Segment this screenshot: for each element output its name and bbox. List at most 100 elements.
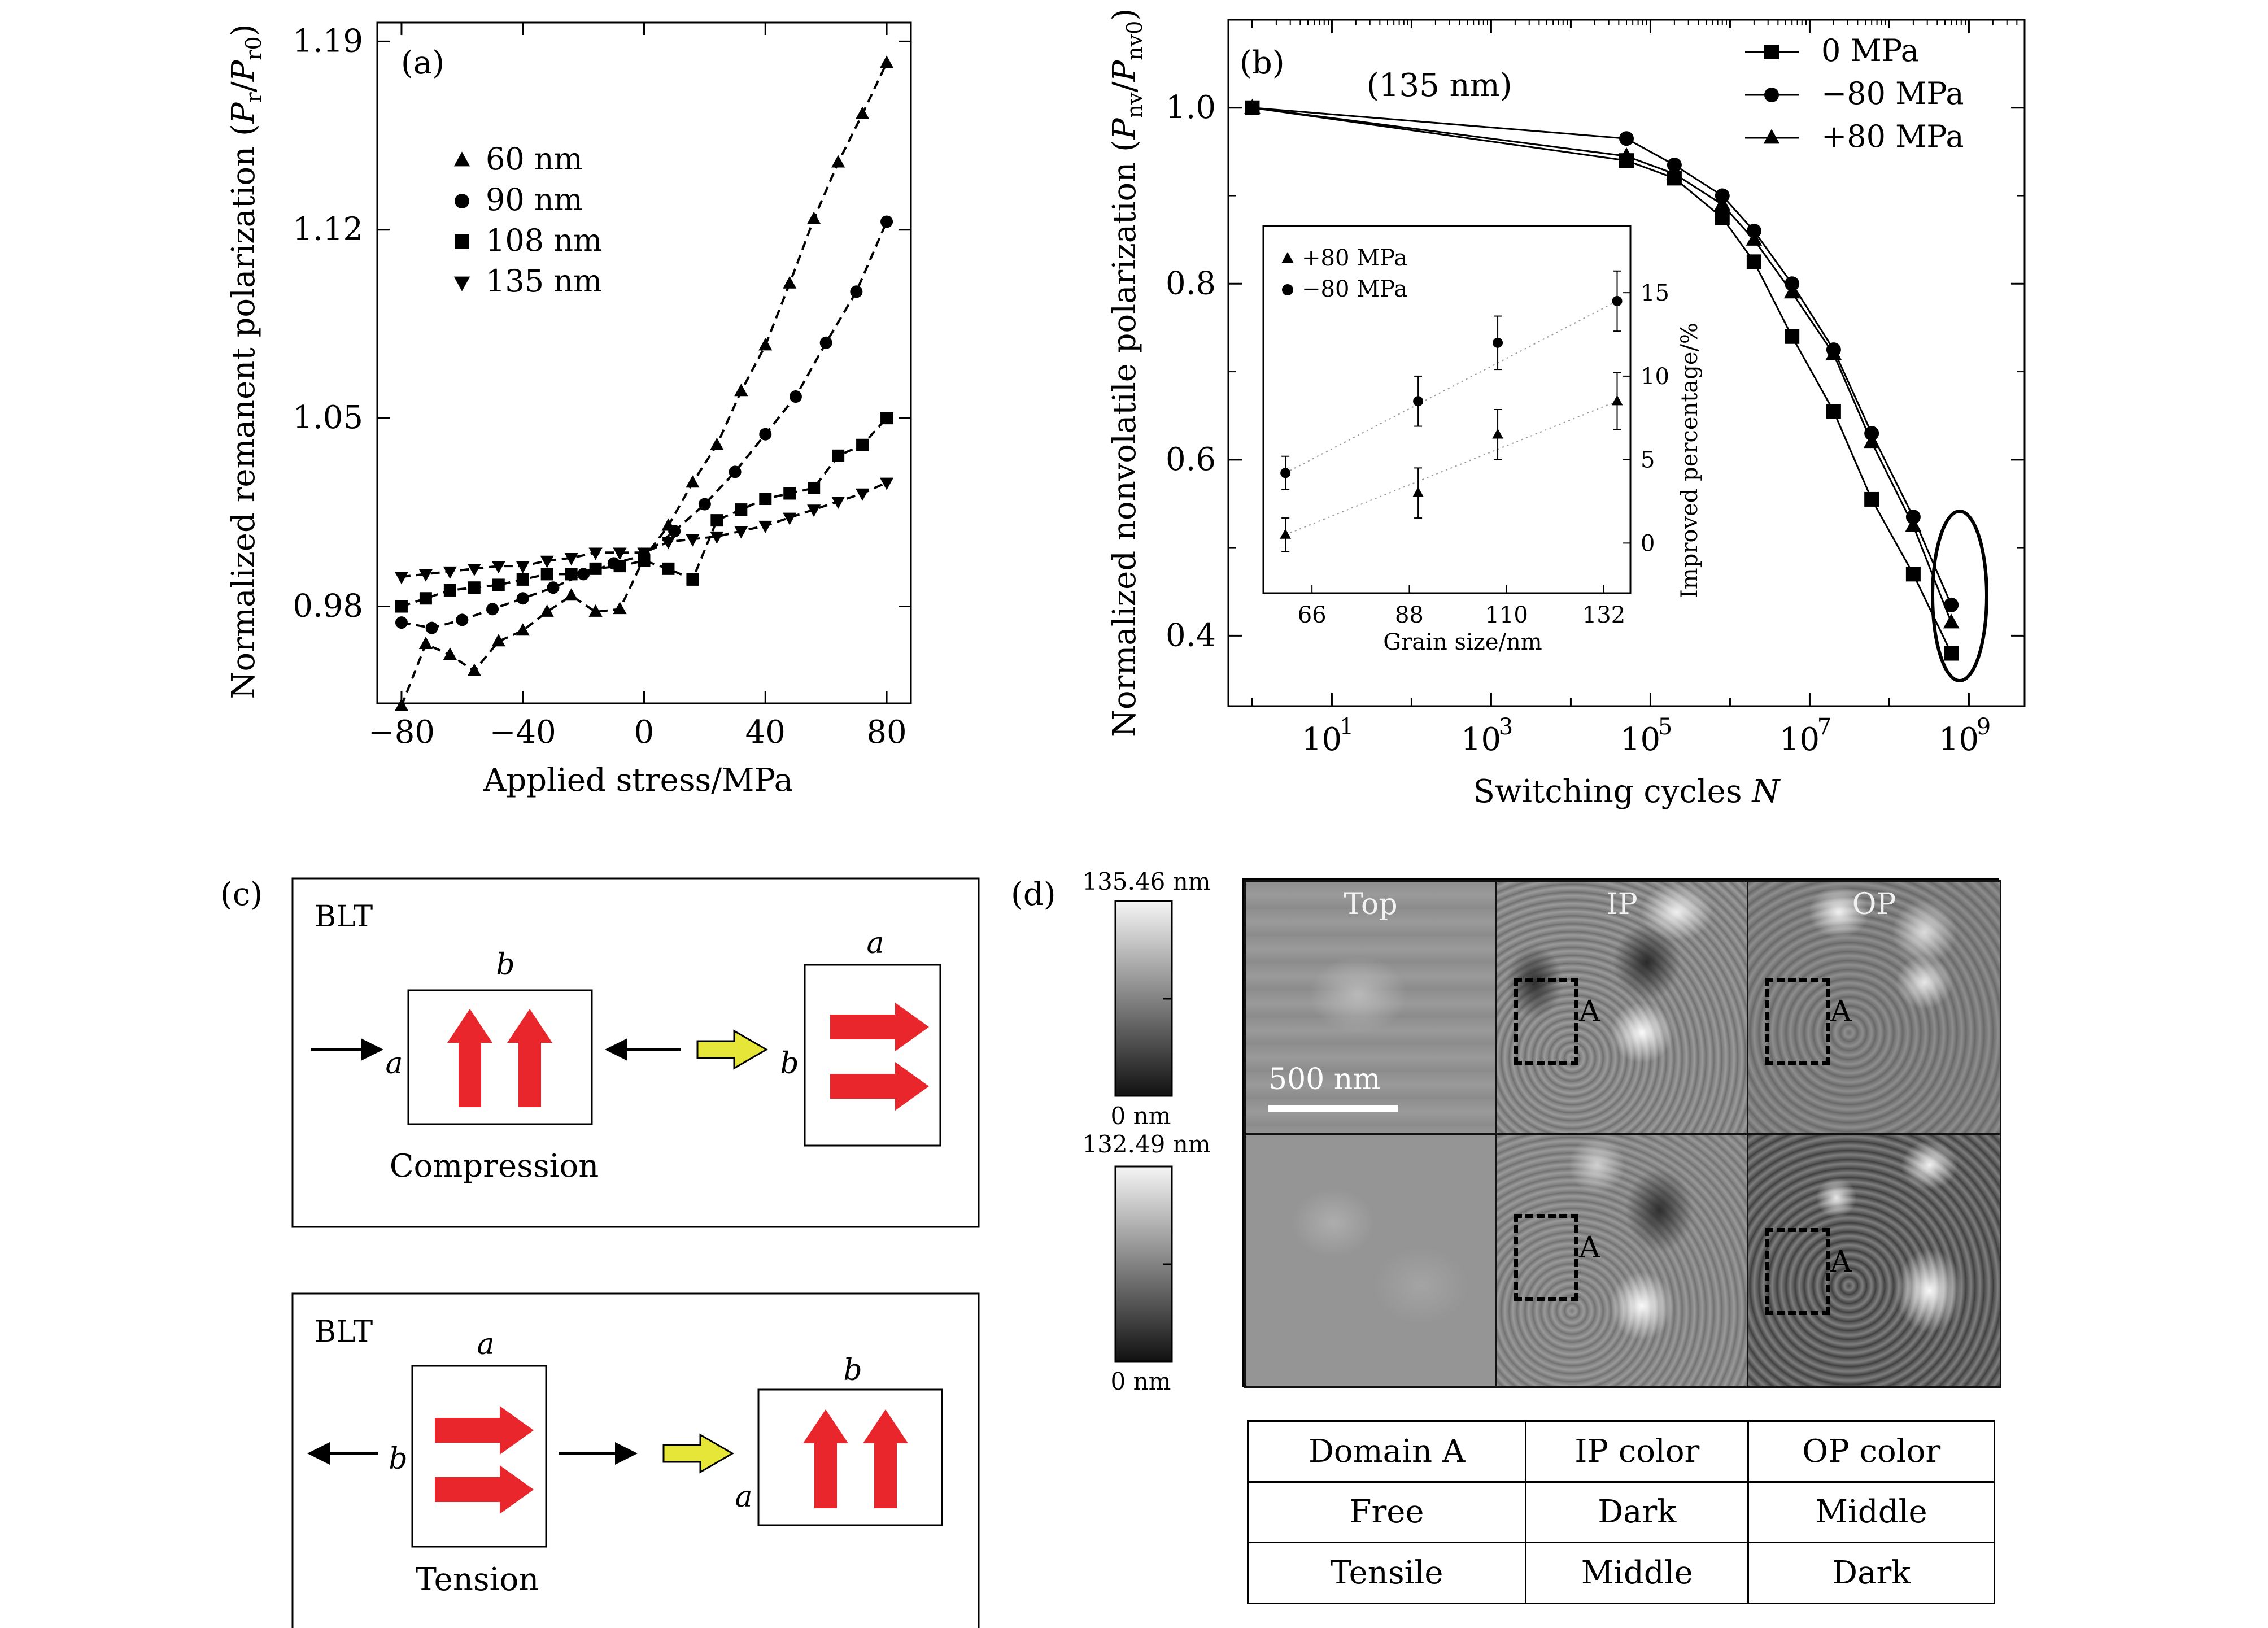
data-point	[565, 568, 578, 581]
chart-b-inset: 66 88 110 132 0 5 10 15 +80 MPa −80 MPa Grain si…	[1262, 225, 1703, 655]
y-tick-label: 1.12	[293, 211, 363, 248]
domain-a-box	[1765, 1228, 1830, 1315]
data-point	[661, 537, 675, 550]
data-point	[1618, 147, 1635, 162]
data-point	[491, 634, 505, 647]
data-point	[540, 604, 554, 617]
data-point	[758, 520, 773, 533]
panel-label-a: (a)	[401, 45, 444, 81]
data-point	[492, 578, 505, 591]
scale2-max: 132.49 nm	[1082, 1130, 1210, 1158]
compression-label-top: b	[496, 948, 514, 982]
x-tick-exponent: 5	[1658, 714, 1672, 740]
legend-marker	[1764, 88, 1779, 102]
legend-marker	[455, 194, 469, 208]
table-cell: Dark	[1747, 1542, 1995, 1604]
data-point	[759, 428, 772, 441]
panel-d-scales: (d) 135.46 nm 0 nm 132.49 nm 0 nm	[1011, 868, 1211, 1395]
data-point	[1746, 254, 1761, 269]
x-tick-exponent: 3	[1499, 714, 1513, 740]
tension-result-left: a	[735, 1480, 752, 1514]
afm-label-top: Top	[1344, 887, 1398, 921]
tension-material: BLT	[315, 1315, 373, 1349]
x-tick-exponent: 7	[1817, 714, 1831, 740]
x-tick-exponent: 1	[1340, 714, 1354, 740]
data-point	[588, 547, 603, 560]
fit-curve	[401, 417, 888, 608]
data-point	[831, 155, 845, 168]
data-point	[443, 584, 456, 597]
yellow-arrow-icon	[662, 1433, 734, 1474]
tension-result-top: b	[843, 1353, 862, 1387]
data-point	[564, 553, 578, 566]
legend-marker	[453, 151, 470, 167]
data-point	[808, 481, 821, 494]
data-point	[734, 526, 748, 539]
data-point	[759, 493, 772, 506]
data-point	[1612, 295, 1623, 306]
data-point	[516, 561, 530, 574]
data-point	[668, 525, 681, 538]
data-point	[686, 475, 700, 488]
fit-curve	[400, 62, 888, 707]
legend-label: 60 nm	[486, 141, 583, 177]
x-tick-label: 132	[1582, 602, 1625, 628]
afm-ip-1: IP A	[1495, 880, 1748, 1135]
y-tick-label: 0.6	[1166, 441, 1216, 478]
data-point	[1412, 486, 1424, 497]
data-point	[467, 663, 481, 676]
y-tick-label: 0.98	[293, 588, 363, 625]
table-cell: Dark	[1525, 1481, 1750, 1544]
legend-marker	[1282, 284, 1293, 295]
domain-a-box	[1765, 978, 1830, 1065]
data-point	[1826, 404, 1841, 419]
panel-label-d: (d)	[1011, 876, 1056, 913]
chart-b-annotation: (135 nm)	[1367, 67, 1512, 104]
data-point	[856, 438, 869, 451]
scale1-bar	[1114, 900, 1173, 1097]
legend-marker	[1763, 129, 1780, 144]
tension-caption: Tension	[416, 1561, 539, 1598]
legend-label: 0 MPa	[1821, 33, 1919, 68]
scale2-min: 0 nm	[1111, 1368, 1171, 1395]
compression-cell	[407, 989, 593, 1125]
y-tick-label: 0.4	[1166, 617, 1216, 654]
data-point	[638, 554, 651, 567]
legend-label: 90 nm	[486, 182, 583, 217]
x-tick-label: 0	[634, 714, 655, 751]
data-point	[456, 613, 469, 626]
compression-result-left: b	[780, 1047, 799, 1081]
compression-result-top: a	[866, 926, 884, 960]
data-point	[783, 512, 797, 525]
data-point	[1714, 195, 1731, 211]
data-point	[1715, 210, 1730, 225]
legend-marker	[1281, 252, 1294, 263]
x-tick-label: 10	[1302, 721, 1342, 758]
data-point	[710, 437, 724, 450]
x-tick-label: 110	[1485, 602, 1528, 628]
data-point	[686, 573, 699, 586]
data-point	[516, 573, 529, 586]
y-tick-label: 15	[1641, 280, 1669, 306]
data-point	[698, 498, 711, 511]
data-point	[443, 566, 457, 579]
chart-b-xlabel: Switching cycles N	[1473, 773, 1781, 810]
tension-frame	[291, 1292, 980, 1628]
afm-op-1: OP A	[1747, 880, 2001, 1135]
data-point	[613, 602, 627, 615]
data-point	[1619, 131, 1634, 146]
compression-material: BLT	[315, 900, 373, 934]
data-point	[855, 106, 870, 119]
chart-a: (a) −80 −40 0 40 80 0.98 1.05 1.12 1.19 60 nm 90 …	[225, 21, 912, 799]
tension-label-top: a	[477, 1327, 494, 1361]
scale1-max: 135.46 nm	[1082, 868, 1210, 895]
data-point	[577, 568, 590, 581]
data-point	[1864, 491, 1879, 507]
scale-bar	[1268, 1105, 1398, 1112]
afm-top-2	[1244, 1133, 1497, 1388]
yellow-arrow-icon	[696, 1029, 768, 1070]
inset-xlabel: Grain size/nm	[1383, 629, 1542, 655]
y-tick-label: 0	[1641, 530, 1655, 556]
data-point	[1244, 99, 1261, 114]
